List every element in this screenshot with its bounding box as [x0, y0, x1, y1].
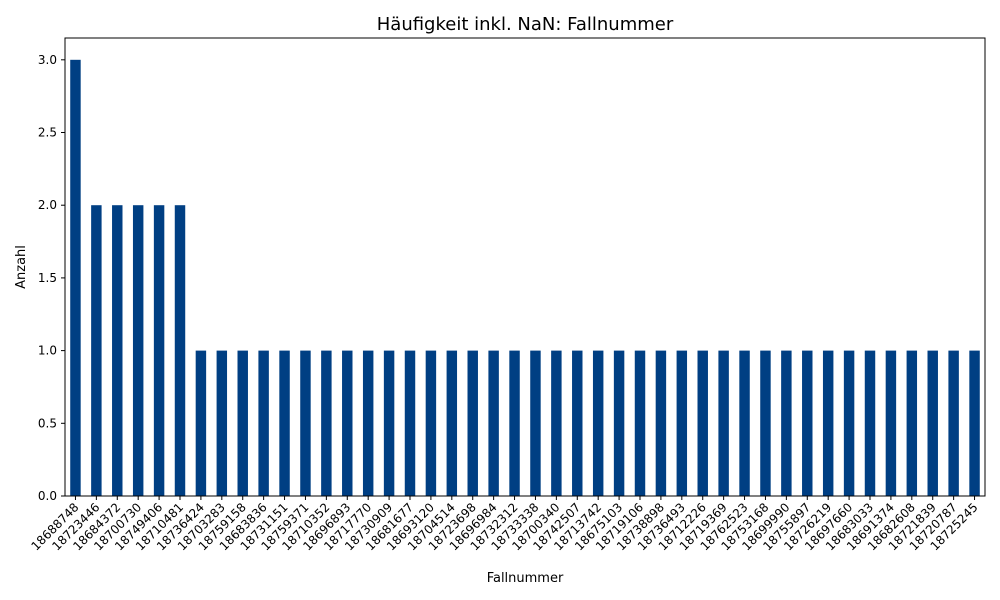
- bar: [676, 350, 688, 496]
- bar: [843, 350, 855, 496]
- y-tick-label: 1.5: [38, 271, 57, 285]
- bar: [885, 350, 897, 496]
- bar: [655, 350, 667, 496]
- bar: [237, 350, 248, 496]
- bar: [279, 350, 290, 496]
- bar: [718, 350, 729, 496]
- bar: [383, 350, 395, 496]
- bars-group: [70, 59, 980, 497]
- bar: [572, 350, 583, 496]
- bar: [362, 350, 374, 496]
- y-axis-label: Anzahl: [14, 245, 29, 289]
- bar: [174, 205, 186, 496]
- y-tick-label: 0.5: [38, 416, 57, 430]
- bar: [948, 350, 959, 496]
- y-tick-label: 0.0: [38, 489, 57, 503]
- bar: [195, 350, 207, 496]
- bar: [216, 350, 228, 496]
- bar: [404, 350, 416, 496]
- bar: [530, 350, 541, 496]
- bar: [781, 350, 792, 496]
- chart-title: Häufigkeit inkl. NaN: Fallnummer: [377, 14, 674, 35]
- x-axis-label: Fallnummer: [487, 571, 564, 586]
- bar: [132, 205, 144, 496]
- bar: [153, 205, 165, 496]
- bar: [258, 350, 269, 496]
- bar: [592, 350, 604, 496]
- bar: [613, 350, 625, 496]
- bar: [760, 350, 771, 496]
- bar: [802, 350, 813, 496]
- bar: [969, 350, 980, 496]
- bar: [697, 350, 708, 496]
- bar: [70, 59, 81, 497]
- bar: [425, 350, 437, 496]
- y-tick-label: 1.0: [38, 344, 57, 358]
- y-axis: 0.0 0.5 1.0 1.5 2.0 2.5 3.0: [38, 53, 65, 503]
- bar: [446, 350, 458, 496]
- bar: [112, 205, 123, 496]
- bar: [342, 350, 353, 496]
- y-tick-label: 2.5: [38, 126, 57, 140]
- bar: [864, 350, 876, 496]
- bar: [927, 350, 938, 496]
- y-tick-label: 3.0: [38, 53, 57, 67]
- bar: [91, 205, 102, 496]
- bar: [822, 350, 834, 496]
- bar: [509, 350, 520, 496]
- bar: [739, 350, 750, 496]
- bar: [488, 350, 499, 496]
- bar: [551, 350, 562, 496]
- bar: [321, 350, 332, 496]
- y-tick-label: 2.0: [38, 198, 57, 212]
- bar: [634, 350, 646, 496]
- bar: [906, 350, 918, 496]
- x-axis: 1868874818723446186843721870073018749406…: [28, 496, 981, 553]
- bar: [300, 350, 311, 496]
- plot-frame: [64, 37, 986, 497]
- bar: [467, 350, 478, 496]
